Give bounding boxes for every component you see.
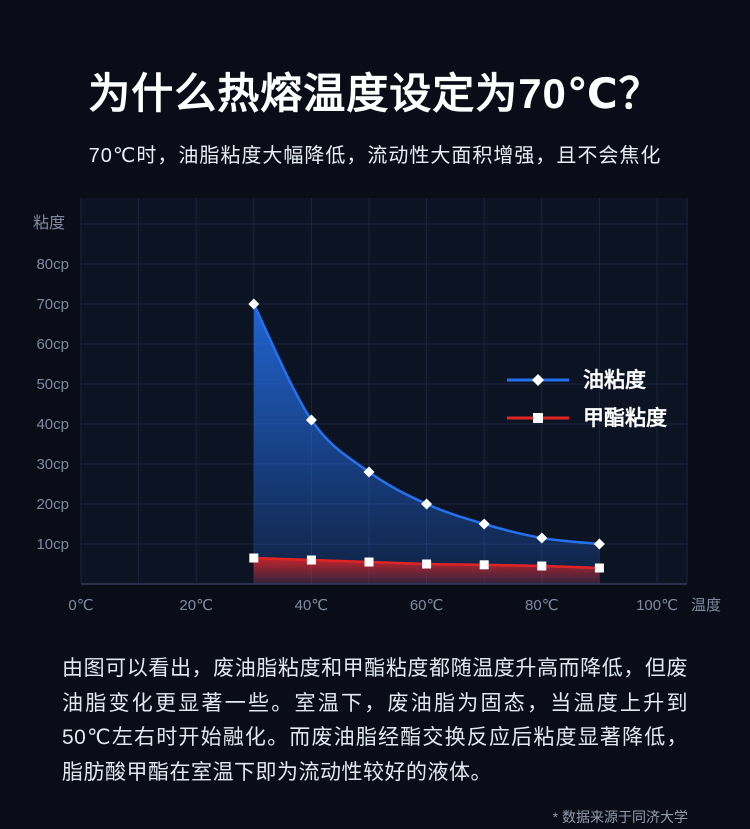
legend-marker-oil <box>532 374 544 386</box>
marker-oil <box>248 298 260 310</box>
marker-ester <box>306 555 316 565</box>
x-tick-label: 80℃ <box>525 597 559 614</box>
marker-oil <box>478 518 490 530</box>
marker-ester <box>537 561 547 571</box>
y-tick-label: 10cp <box>36 536 69 553</box>
x-axis-label: 温度 <box>691 597 721 614</box>
y-tick-label: 80cp <box>36 256 69 273</box>
page-title: 为什么热熔温度设定为70℃？ <box>88 70 662 117</box>
y-tick-label: 60cp <box>36 336 69 353</box>
x-tick-label: 40℃ <box>295 597 329 614</box>
y-tick-label: 40cp <box>36 416 69 433</box>
legend-marker-ester <box>533 413 543 423</box>
y-tick-label: 50cp <box>36 376 69 393</box>
y-tick-label: 20cp <box>36 496 69 513</box>
marker-oil <box>593 538 605 550</box>
marker-oil <box>536 532 548 544</box>
y-tick-label: 30cp <box>36 456 69 473</box>
x-tick-label: 60℃ <box>410 597 444 614</box>
legend-label-ester: 甲酯粘度 <box>583 406 667 430</box>
legend-label-oil: 油粘度 <box>583 368 646 392</box>
marker-ester <box>594 563 604 573</box>
marker-ester <box>479 560 489 570</box>
viscosity-chart: 10cp 20cp 30cp 40cp 50cp 60cp 70cp 80cp 0℃ 20℃ 40℃… <box>17 190 733 622</box>
page-subtitle: 70℃时，油脂粘度大幅降低，流动性大面积增强，且不会焦化 <box>88 145 662 167</box>
marker-oil <box>305 414 317 426</box>
marker-ester <box>249 553 259 563</box>
x-tick-label: 20℃ <box>179 597 213 614</box>
data-source-footnote: * 数据来源于同济大学 <box>552 808 688 825</box>
series-area-ester <box>253 558 600 584</box>
marker-oil <box>421 498 433 510</box>
y-axis-label: 粘度 <box>33 214 65 232</box>
marker-ester <box>364 557 374 567</box>
y-tick-label: 70cp <box>36 296 69 313</box>
x-tick-label: 0℃ <box>68 597 93 614</box>
analysis-paragraph: 由图可以看出，废油脂粘度和甲酯粘度都随温度升高而降低，但废油脂变化更显著一些。室… <box>62 657 688 784</box>
marker-ester <box>422 559 432 569</box>
marker-oil <box>363 466 375 478</box>
viscosity-chart-svg: 10cp 20cp 30cp 40cp 50cp 60cp 70cp 80cp 0℃ 20℃ 40℃… <box>33 198 721 614</box>
x-tick-label: 100℃ <box>636 597 678 614</box>
series-area-oil <box>253 304 600 584</box>
